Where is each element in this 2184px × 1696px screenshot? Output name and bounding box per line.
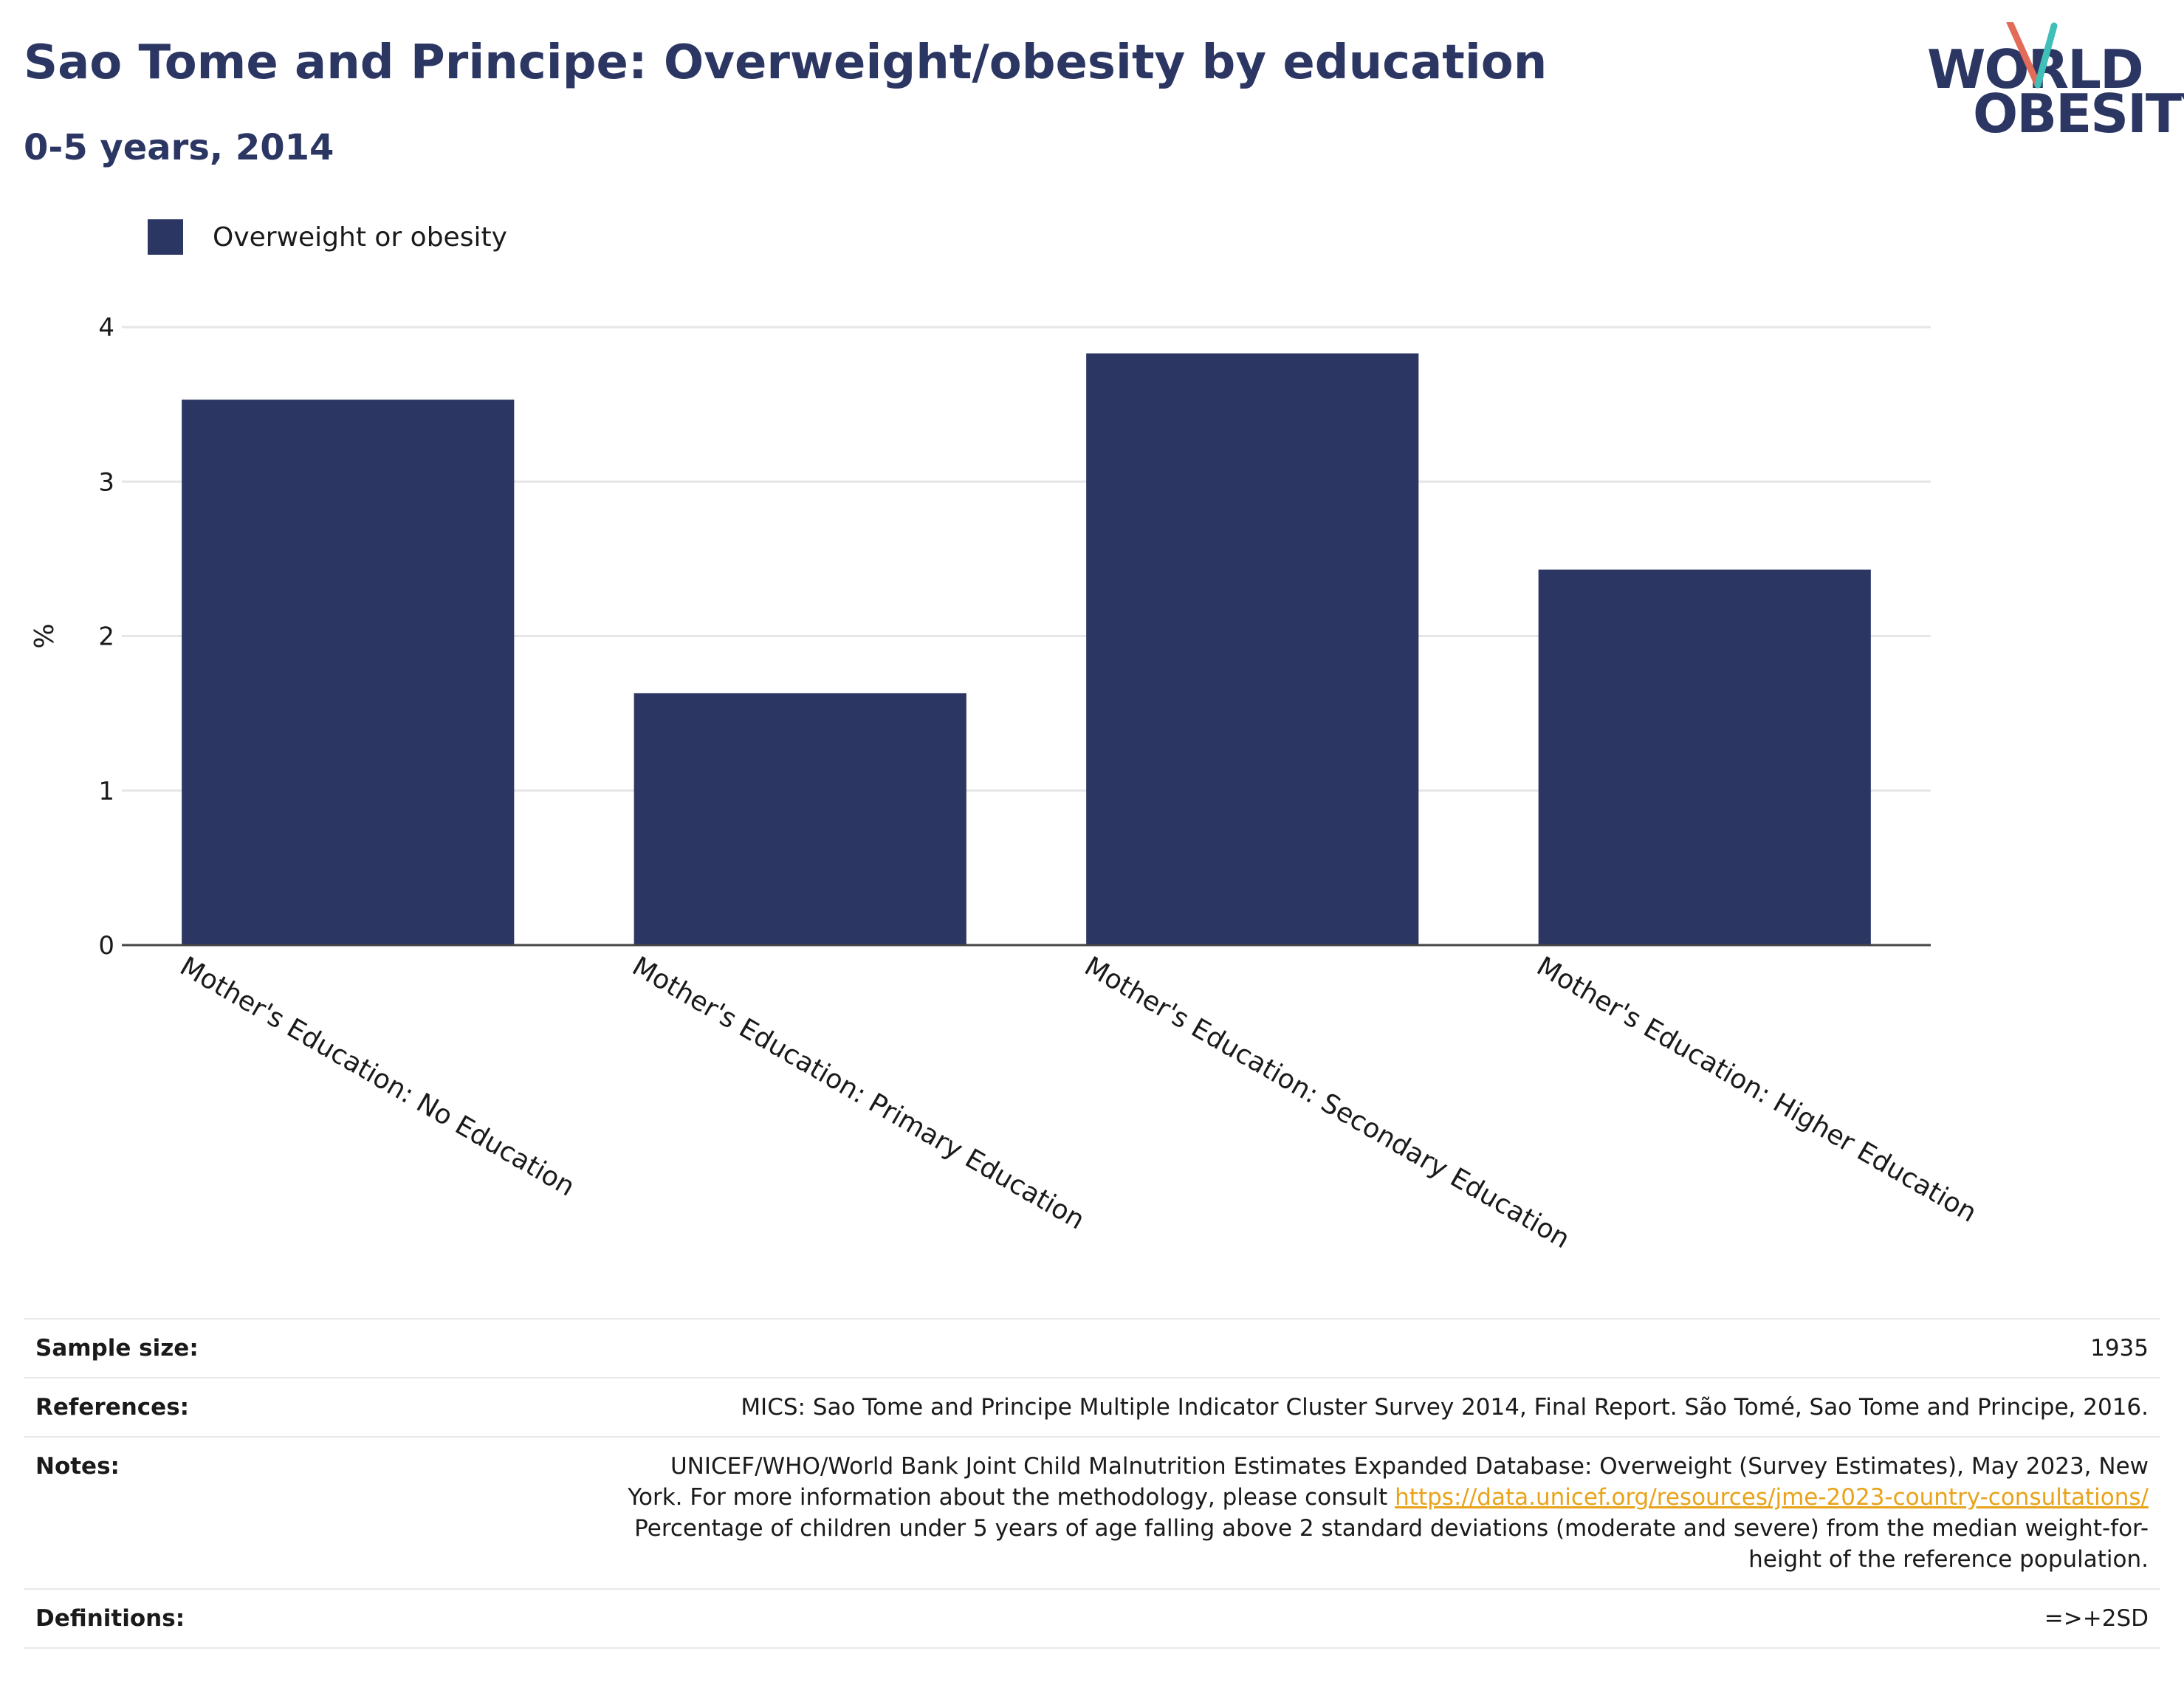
legend-swatch [148, 219, 183, 255]
world-obesity-logo: WORLD OBESITY [1927, 22, 2184, 155]
notes-label: Notes: [35, 1453, 120, 1480]
notes-text-1: UNICEF/WHO/World Bank Joint Child Malnut… [628, 1453, 2149, 1511]
chart-title: Sao Tome and Principe: Overweight/obesit… [24, 35, 1548, 90]
legend-label: Overweight or obesity [213, 222, 507, 253]
y-tick-label: 4 [98, 313, 114, 343]
x-tick-label: Mother's Education: No Education [175, 951, 580, 1202]
logo-line-2: OBESITY [1973, 83, 2184, 145]
metadata-table: Sample size: 1935 References: MICS: Sao … [24, 1318, 2160, 1649]
bar [182, 399, 515, 945]
y-tick-label: 3 [98, 467, 114, 497]
chart-subtitle: 0-5 years, 2014 [24, 127, 334, 168]
definitions-label: Definitions: [35, 1605, 185, 1632]
y-tick-label: 2 [98, 622, 114, 652]
sample-size-label: Sample size: [35, 1335, 199, 1362]
y-axis-label: % [30, 623, 60, 648]
legend: Overweight or obesity [148, 219, 507, 255]
references-value: MICS: Sao Tome and Principe Multiple Ind… [741, 1394, 2149, 1421]
notes-text-2: Percentage of children under 5 years of … [634, 1515, 2149, 1573]
sample-size-value: 1935 [2090, 1335, 2149, 1362]
bar [1538, 569, 1871, 945]
x-tick-label: Mother's Education: Primary Education [627, 951, 1089, 1235]
bar [633, 693, 966, 945]
notes-value: UNICEF/WHO/World Bank Joint Child Malnut… [613, 1451, 2149, 1575]
y-tick-label: 0 [98, 931, 114, 961]
x-tick-label: Mother's Education: Secondary Education [1079, 951, 1575, 1254]
definitions-row: Definitions: =>+2SD [24, 1588, 2160, 1649]
notes-row: Notes: UNICEF/WHO/World Bank Joint Child… [24, 1436, 2160, 1588]
references-label: References: [35, 1394, 190, 1421]
y-tick-label: 1 [98, 777, 114, 806]
bar [1086, 353, 1419, 945]
definitions-value: =>+2SD [2044, 1605, 2149, 1632]
notes-link[interactable]: https://data.unicef.org/resources/jme-20… [1395, 1484, 2149, 1511]
logo-slash-icon [2006, 22, 2058, 89]
sample-size-row: Sample size: 1935 [24, 1318, 2160, 1377]
x-tick-label: Mother's Education: Higher Education [1531, 951, 1982, 1229]
references-row: References: MICS: Sao Tome and Principe … [24, 1377, 2160, 1436]
